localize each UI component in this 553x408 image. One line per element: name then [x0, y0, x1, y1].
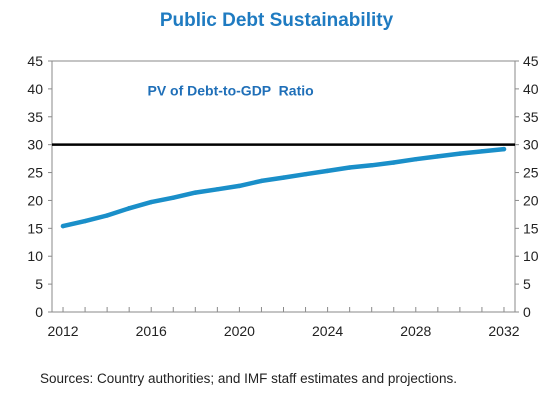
data-point: [479, 149, 485, 154]
data-point: [413, 156, 418, 162]
x-tick-label: 2012: [47, 323, 78, 339]
y-tick-label-left: 15: [27, 220, 43, 236]
x-tick-label: 2032: [488, 323, 519, 339]
y-tick-label-right: 5: [523, 276, 531, 292]
y-tick-label-left: 25: [27, 165, 43, 181]
x-tick-label: 2016: [136, 323, 167, 339]
y-tick-label-right: 0: [523, 304, 531, 320]
data-point: [126, 206, 132, 211]
data-point: [501, 146, 507, 152]
source-note: Sources: Country authorities; and IMF st…: [40, 371, 457, 386]
data-point: [391, 160, 396, 165]
data-point: [325, 168, 330, 174]
y-tick-label-right: 20: [523, 192, 539, 208]
data-point: [281, 175, 286, 180]
data-point: [149, 199, 154, 205]
y-tick-label-right: 30: [523, 137, 539, 153]
annotation-layer: PV of Debt-to-GDP Ratio: [147, 83, 313, 99]
data-point: [347, 165, 352, 170]
data-point: [303, 172, 308, 177]
data-point: [82, 218, 88, 224]
y-tick-label-right: 35: [523, 109, 539, 125]
y-tick-label-left: 5: [35, 276, 43, 292]
x-tick-label: 2024: [312, 323, 343, 339]
y-tick-label-left: 45: [27, 53, 43, 69]
y-tick-label-left: 0: [35, 304, 43, 320]
y-tick-label-right: 25: [523, 165, 539, 181]
x-tick-label: 2020: [224, 323, 255, 339]
y-tick-label-right: 45: [523, 53, 539, 69]
plot-frame: [51, 60, 516, 313]
data-point: [104, 213, 110, 218]
data-point: [457, 151, 463, 156]
y-tick-label-left: 20: [27, 192, 43, 208]
ticks-layer: [48, 60, 519, 313]
data-point: [259, 178, 264, 184]
y-tick-label-right: 10: [523, 248, 539, 264]
y-tick-label-right: 40: [523, 81, 539, 97]
data-point: [171, 195, 176, 200]
annotation-label: PV of Debt-to-GDP Ratio: [147, 83, 313, 99]
x-tick-label: 2028: [400, 323, 431, 339]
series-line: [60, 146, 507, 229]
y-tick-label-left: 10: [27, 248, 43, 264]
data-point: [369, 163, 374, 168]
axes-layer: [51, 60, 516, 313]
series-layer: [60, 146, 507, 229]
y-tick-label-right: 15: [523, 220, 539, 236]
y-tick-label-left: 30: [27, 137, 43, 153]
data-point: [435, 154, 441, 159]
y-tick-label-left: 35: [27, 109, 43, 125]
data-point: [193, 190, 198, 195]
data-point: [215, 187, 220, 192]
data-point: [237, 183, 242, 189]
data-point: [60, 223, 66, 229]
y-tick-label-left: 40: [27, 81, 43, 97]
chart-title: Public Debt Sustainability: [159, 10, 394, 31]
